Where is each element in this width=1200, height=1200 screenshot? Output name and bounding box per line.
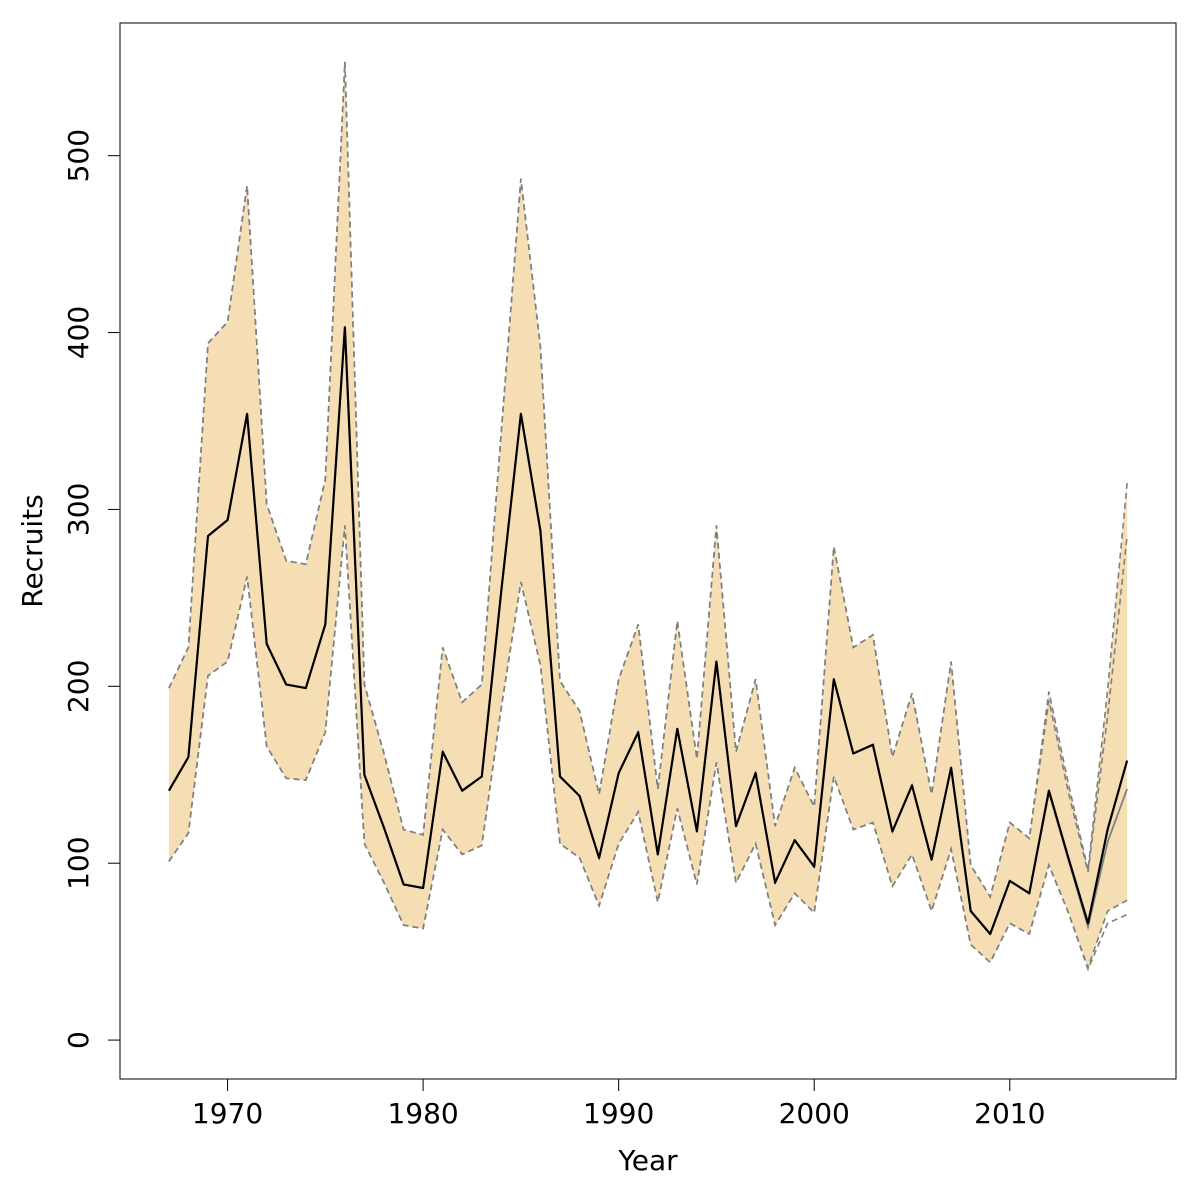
- y-tick-label-200: 200: [62, 660, 95, 713]
- y-axis-title: Recruits: [16, 494, 49, 607]
- x-tick-label-1990: 1990: [583, 1097, 654, 1130]
- x-tick-label-1980: 1980: [387, 1097, 458, 1130]
- y-tick-label-500: 500: [62, 129, 95, 182]
- plot-area: [167, 61, 1129, 972]
- y-tick-label-300: 300: [62, 483, 95, 536]
- upper-bound-line: [168, 61, 1128, 899]
- x-axis: 1970 1980 1990 2000 2010: [192, 1078, 1045, 1130]
- x-axis-title: Year: [617, 1144, 678, 1177]
- y-axis: 0 100 200 300 400 500: [62, 129, 121, 1049]
- y-tick-label-100: 100: [62, 836, 95, 889]
- y-tick-label-400: 400: [62, 306, 95, 359]
- x-tick-label-2000: 2000: [779, 1097, 850, 1130]
- confidence-band: [168, 61, 1128, 968]
- y-tick-label-0: 0: [62, 1031, 95, 1049]
- x-tick-label-2010: 2010: [974, 1097, 1045, 1130]
- x-tick-label-1970: 1970: [192, 1097, 263, 1130]
- lower-bound-line: [168, 525, 1128, 971]
- estimate-line: [167, 326, 1129, 936]
